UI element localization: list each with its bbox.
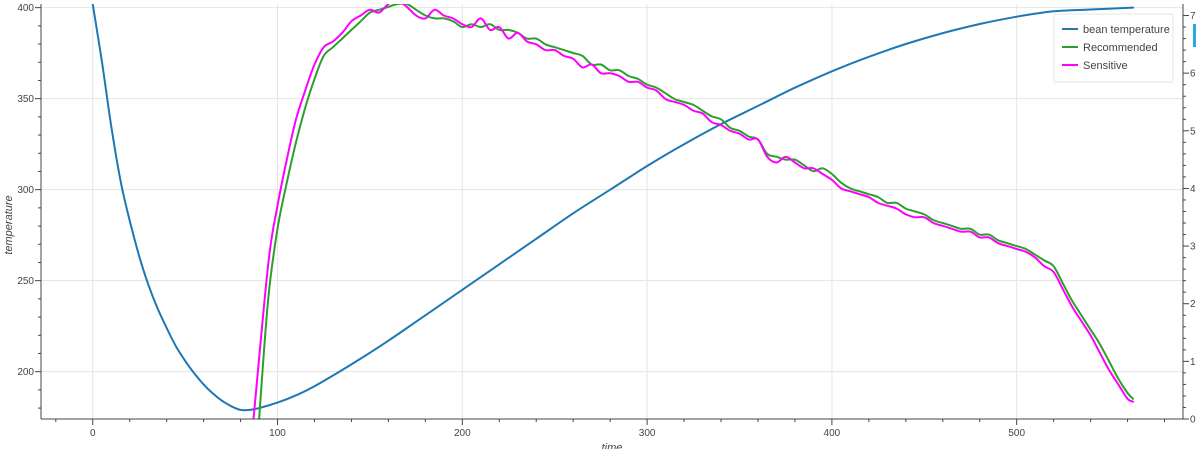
y2-tick-label: 5 — [1190, 126, 1196, 137]
series-line-bean-temperature — [91, 4, 1135, 412]
legend-label-bean-temperature: bean temperature — [1083, 24, 1170, 36]
series-line-recommended — [258, 4, 1135, 419]
toolbar-indicator[interactable] — [1193, 24, 1196, 47]
legend[interactable]: bean temperature Recommended Sensitive — [1053, 13, 1174, 83]
plot-background — [41, 4, 1183, 419]
legend-label-recommended: Recommended — [1083, 42, 1158, 54]
x-tick-label: 0 — [90, 428, 96, 439]
y2-tick-label: 0 — [1190, 415, 1196, 426]
y2-tick-label: 4 — [1190, 184, 1196, 195]
axis-ticks: 0 100 200 300 400 500 200 250 300 350 400 0 1 2 3 4 5 6 7 — [17, 3, 1196, 439]
y-tick-label: 350 — [17, 94, 34, 105]
y2-tick-label: 7 — [1190, 11, 1196, 22]
x-tick-label: 400 — [824, 428, 841, 439]
legend-label-sensitive: Sensitive — [1083, 60, 1128, 72]
y2-tick-label: 1 — [1190, 357, 1196, 368]
x-tick-label: 300 — [639, 428, 656, 439]
x-tick-label: 200 — [454, 428, 471, 439]
y-axis-title: temperature — [3, 195, 15, 254]
y-tick-label: 300 — [17, 185, 34, 196]
y2-tick-label: 2 — [1190, 299, 1196, 310]
series-line-sensitive — [252, 4, 1135, 419]
x-tick-label: 100 — [269, 428, 286, 439]
y2-tick-label: 6 — [1190, 69, 1196, 80]
y-tick-label: 400 — [17, 3, 34, 14]
series-lines — [91, 4, 1135, 419]
y2-tick-label: 3 — [1190, 242, 1196, 253]
y-tick-label: 250 — [17, 276, 34, 287]
x-axis-title: time — [602, 442, 623, 449]
y-tick-label: 200 — [17, 367, 34, 378]
x-tick-label: 500 — [1008, 428, 1025, 439]
